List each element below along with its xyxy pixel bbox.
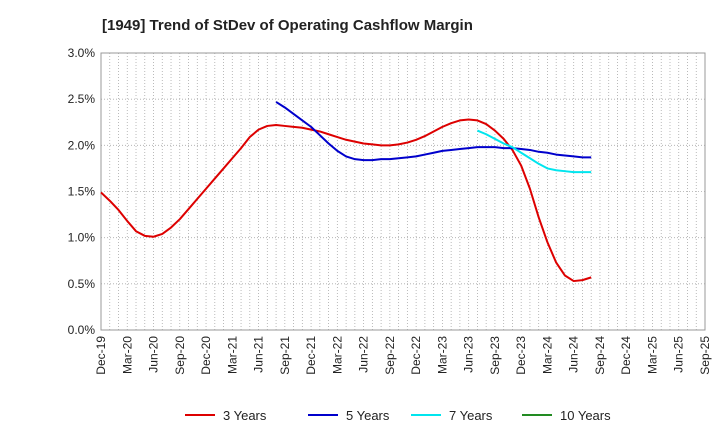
x-tick-label: Jun-24 xyxy=(567,336,581,373)
legend-label: 10 Years xyxy=(560,408,611,423)
x-tick-label: Jun-21 xyxy=(252,336,266,373)
series-line-7-years xyxy=(477,129,592,174)
series-line-5-years xyxy=(275,101,592,162)
grid xyxy=(101,53,705,330)
x-tick-label: Sep-24 xyxy=(593,336,607,375)
plot-frame xyxy=(100,52,706,331)
x-tick-label: Sep-21 xyxy=(278,336,292,375)
series-layer xyxy=(100,101,592,283)
x-tick-label: Mar-25 xyxy=(645,336,659,374)
y-tick-label: 1.0% xyxy=(68,231,96,245)
legend-label: 3 Years xyxy=(223,408,267,423)
x-tick-label: Dec-19 xyxy=(94,336,108,375)
x-tick-label: Mar-23 xyxy=(435,336,449,374)
x-tick-label: Mar-20 xyxy=(120,336,134,374)
x-tick-label: Mar-22 xyxy=(330,336,344,374)
x-tick-label: Mar-21 xyxy=(225,336,239,374)
x-tick-label: Dec-23 xyxy=(514,336,528,375)
y-tick-label: 0.0% xyxy=(68,323,96,337)
x-tick-label: Dec-22 xyxy=(409,336,423,375)
x-tick-label: Jun-23 xyxy=(462,336,476,373)
y-tick-label: 2.0% xyxy=(68,138,96,152)
x-axis: Dec-19 Mar-20 Jun-20 Sep-20 Dec-20 Mar-21 Jun-… xyxy=(94,336,712,375)
x-tick-label: Jun-25 xyxy=(672,336,686,373)
legend-label: 7 Years xyxy=(449,408,493,423)
x-tick-label: Jun-20 xyxy=(147,336,161,373)
y-tick-label: 0.5% xyxy=(68,277,96,291)
x-tick-label: Sep-22 xyxy=(383,336,397,375)
x-tick-label: Sep-20 xyxy=(173,336,187,375)
x-tick-label: Sep-23 xyxy=(488,336,502,375)
x-tick-label: Dec-24 xyxy=(619,336,633,375)
x-tick-label: Dec-21 xyxy=(304,336,318,375)
y-tick-label: 1.5% xyxy=(68,185,96,199)
y-tick-label: 3.0% xyxy=(68,46,96,60)
chart-title: [1949] Trend of StDev of Operating Cashf… xyxy=(102,17,473,34)
y-tick-label: 2.5% xyxy=(68,92,96,106)
y-axis: 0.0% 0.5% 1.0% 1.5% 2.0% 2.5% 3.0% xyxy=(68,46,96,337)
x-tick-label: Jun-22 xyxy=(357,336,371,373)
x-tick-label: Sep-25 xyxy=(698,336,712,375)
x-tick-label: Mar-24 xyxy=(540,336,554,374)
legend: 3 Years 5 Years 7 Years 10 Years xyxy=(185,408,611,423)
legend-label: 5 Years xyxy=(346,408,390,423)
x-tick-label: Dec-20 xyxy=(199,336,213,375)
